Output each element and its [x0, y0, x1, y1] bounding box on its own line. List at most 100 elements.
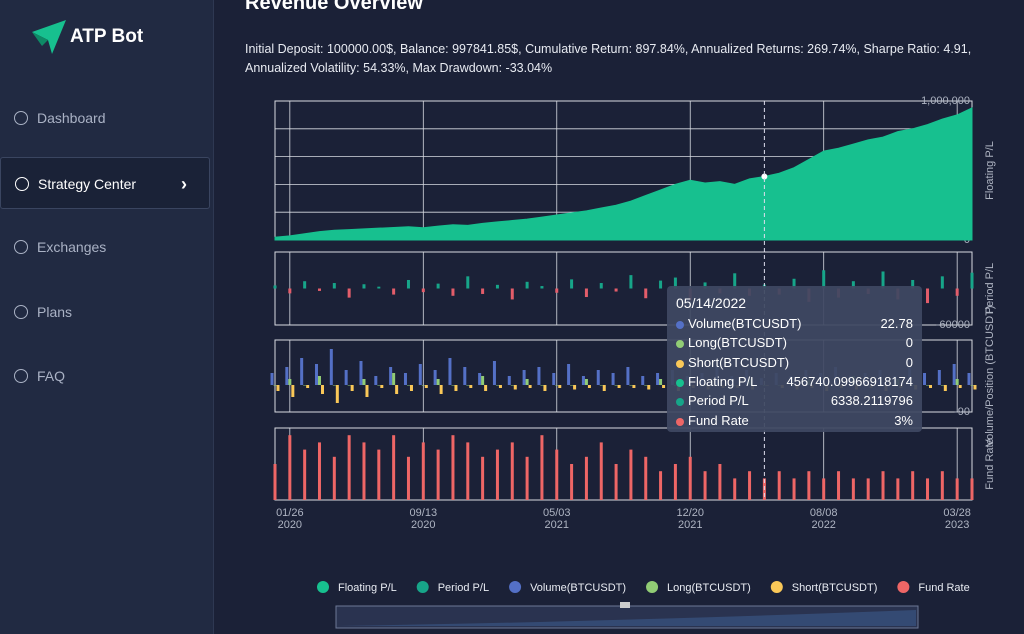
menu-item[interactable]: FAQ: [0, 350, 210, 402]
bar: [617, 385, 621, 388]
bar: [273, 285, 277, 289]
menu-item[interactable]: Strategy Center ›: [0, 156, 210, 209]
bar: [641, 376, 645, 385]
tooltip-dot: [676, 359, 684, 368]
menu-item[interactable]: Dashboard: [0, 92, 210, 144]
bar: [851, 281, 855, 289]
bar: [522, 370, 526, 385]
bar: [409, 385, 413, 391]
legend-swatch: [416, 581, 429, 593]
bar: [937, 370, 941, 385]
x-tick-label: 01/26: [276, 507, 304, 519]
bar: [570, 464, 574, 500]
bar: [469, 385, 473, 388]
x-tick-year: 2021: [678, 519, 702, 531]
bar: [436, 379, 440, 385]
bar: [555, 288, 559, 293]
bar: [303, 385, 307, 386]
bar: [314, 364, 318, 385]
bar: [540, 385, 544, 386]
axis-label: Volume/Position (BTCUSDT): [984, 305, 996, 446]
bar: [498, 385, 502, 388]
bar: [525, 281, 529, 289]
legend-swatch: [770, 581, 783, 593]
bar: [718, 464, 722, 500]
bar: [492, 361, 496, 385]
bar: [632, 385, 636, 388]
y-tick-label: 1,000,000: [921, 95, 970, 107]
bar: [733, 478, 737, 500]
sidebar: ATP Bot Dashboard Strategy Center › Exchang…: [0, 0, 214, 634]
bar: [923, 373, 927, 385]
tooltip-value: 0: [905, 335, 913, 351]
bar: [406, 279, 410, 289]
legend-label: Fund Rate: [918, 582, 969, 594]
bar: [344, 370, 348, 385]
bar: [881, 271, 885, 289]
bar: [448, 358, 452, 385]
bar: [673, 464, 677, 500]
bar: [777, 471, 781, 500]
bar: [629, 275, 633, 289]
bar: [659, 280, 663, 289]
bar: [626, 367, 630, 385]
bar: [306, 385, 310, 388]
bar: [300, 358, 304, 385]
bar: [288, 435, 292, 500]
x-tick-year: 2020: [411, 519, 435, 531]
bar: [958, 385, 962, 388]
bar: [436, 283, 440, 289]
menu-item[interactable]: Plans: [0, 286, 210, 338]
bar: [602, 385, 606, 391]
tooltip-name: Short(BTCUSDT): [688, 354, 790, 370]
menu-item[interactable]: Exchanges: [0, 221, 210, 273]
bar: [570, 279, 574, 289]
bar: [733, 273, 737, 289]
bar: [374, 376, 378, 385]
bar: [703, 282, 707, 289]
bar: [543, 385, 547, 391]
bar: [406, 385, 410, 386]
zoom-handle[interactable]: [620, 602, 630, 608]
bar: [656, 373, 660, 385]
tooltip-value: 22.78: [880, 316, 913, 331]
bar: [587, 385, 591, 388]
tooltip-date: 05/14/2022: [676, 295, 747, 311]
bar: [599, 283, 603, 289]
y-tick-label: -60000: [936, 319, 970, 331]
bar: [525, 379, 529, 385]
bar: [454, 385, 458, 391]
bar: [451, 288, 455, 296]
bar: [581, 376, 585, 385]
legend-label: Floating P/L: [338, 582, 397, 594]
bar: [807, 471, 811, 500]
bar: [365, 385, 369, 397]
y-tick-label: -90: [954, 406, 970, 418]
bar: [347, 385, 351, 386]
bar: [659, 379, 663, 385]
bar: [822, 478, 826, 500]
bar: [611, 373, 615, 385]
bar: [647, 385, 651, 390]
bar: [555, 449, 559, 500]
bar: [513, 385, 517, 390]
bar: [926, 385, 930, 386]
bar: [380, 385, 384, 388]
bar: [495, 385, 499, 386]
bar: [537, 367, 541, 385]
bar: [510, 442, 514, 500]
legend-swatch: [509, 581, 522, 593]
bar: [285, 367, 289, 385]
bar: [451, 435, 455, 500]
bar: [552, 373, 556, 385]
stats: Initial Deposit: 100000.00$, Balance: 99…: [245, 42, 972, 75]
bar: [362, 442, 366, 500]
tooltip-dot: [676, 378, 684, 387]
x-tick-year: 2022: [811, 519, 835, 531]
bar: [510, 385, 514, 386]
bar: [320, 385, 324, 394]
bar: [644, 385, 648, 386]
bar: [970, 385, 974, 386]
x-tick-label: 09/13: [410, 507, 438, 519]
